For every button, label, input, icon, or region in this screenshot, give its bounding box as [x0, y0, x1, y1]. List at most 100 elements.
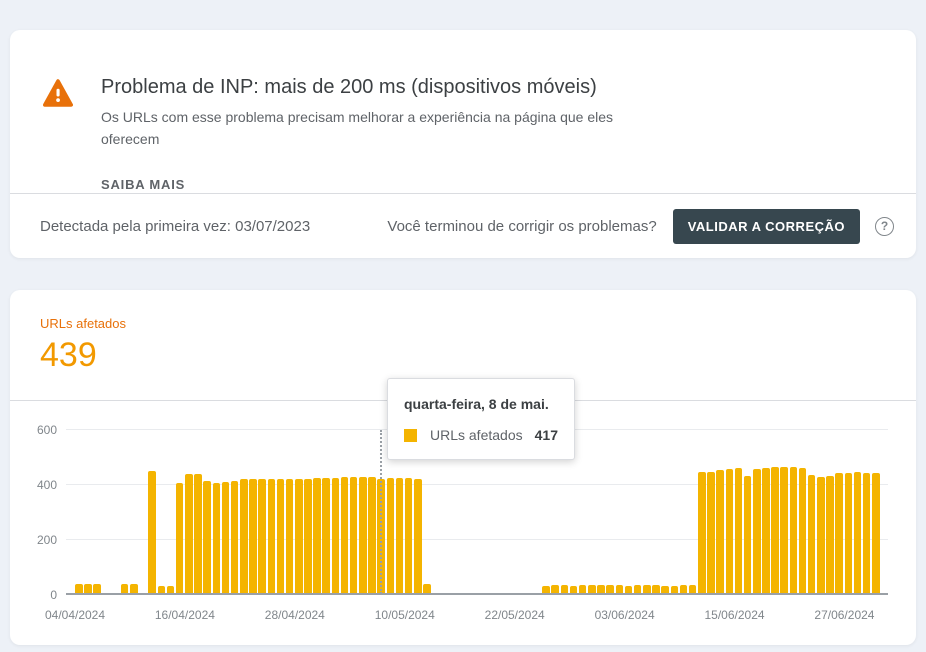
bar[interactable]: [340, 477, 349, 594]
bar[interactable]: [826, 475, 834, 594]
x-axis-tick-label: 27/06/2024: [814, 608, 875, 622]
bar[interactable]: [578, 585, 587, 594]
bar[interactable]: [322, 477, 330, 594]
bar[interactable]: [267, 479, 276, 594]
warning-icon: [43, 79, 73, 107]
bar[interactable]: [624, 585, 633, 594]
x-axis-tick-label: 04/04/2024: [44, 608, 106, 622]
bar[interactable]: [569, 585, 578, 594]
bar[interactable]: [862, 473, 871, 594]
bar[interactable]: [249, 479, 257, 594]
bar[interactable]: [661, 585, 669, 594]
bar[interactable]: [203, 481, 211, 594]
bar[interactable]: [615, 585, 624, 594]
bar[interactable]: [130, 584, 138, 594]
tooltip-row: URLs afetados 417: [404, 427, 558, 443]
bar[interactable]: [258, 479, 266, 594]
bar[interactable]: [423, 584, 431, 594]
bar[interactable]: [817, 476, 825, 594]
x-axis-tick-label: 16/04/2024: [154, 608, 215, 622]
bar[interactable]: [753, 469, 761, 594]
tooltip-date: quarta-feira, 8 de mai.: [404, 396, 549, 412]
metric-header: URLs afetados 439: [40, 316, 126, 372]
validation-question: Você terminou de corrigir os problemas?: [387, 217, 657, 235]
bar[interactable]: [743, 476, 752, 594]
bar[interactable]: [780, 466, 788, 594]
bar[interactable]: [725, 468, 734, 594]
card-divider: [10, 193, 916, 194]
tooltip-series-label: URLs afetados: [430, 427, 523, 443]
validate-group: Você terminou de corrigir os problemas? …: [387, 208, 894, 244]
bar[interactable]: [798, 467, 807, 594]
issue-alert-card: Problema de INP: mais de 200 ms (disposi…: [10, 30, 916, 258]
learn-more-link[interactable]: SAIBA MAIS: [101, 177, 186, 192]
bar[interactable]: [185, 474, 193, 594]
bar[interactable]: [560, 585, 569, 594]
bar[interactable]: [414, 478, 422, 594]
y-axis-tick-label: 0: [50, 588, 57, 602]
bar[interactable]: [75, 584, 83, 594]
bar[interactable]: [230, 480, 239, 594]
bar[interactable]: [359, 477, 367, 594]
affected-urls-chart[interactable]: 0 200 400 600 04/04/2024 16/04/2024 28/04/2024…: [37, 423, 888, 622]
x-axis-tick-label: 03/06/2024: [594, 608, 655, 622]
issue-title: Problema de INP: mais de 200 ms (disposi…: [101, 76, 597, 98]
bar[interactable]: [551, 585, 559, 594]
bar[interactable]: [166, 585, 175, 594]
bar[interactable]: [368, 476, 376, 594]
bar[interactable]: [221, 482, 230, 594]
bar[interactable]: [643, 585, 651, 594]
bar[interactable]: [762, 467, 770, 594]
bar[interactable]: [633, 584, 642, 594]
bar[interactable]: [295, 478, 303, 594]
bar[interactable]: [588, 585, 596, 594]
bar[interactable]: [679, 585, 688, 594]
bar[interactable]: [688, 585, 697, 594]
bar[interactable]: [734, 468, 743, 594]
bar[interactable]: [835, 473, 843, 594]
bar[interactable]: [844, 473, 853, 594]
bar[interactable]: [194, 474, 202, 594]
metric-label: URLs afetados: [40, 316, 126, 331]
bar[interactable]: [148, 471, 156, 594]
bar[interactable]: [771, 466, 779, 594]
validate-fix-button[interactable]: VALIDAR A CORREÇÃO: [672, 208, 860, 244]
bar[interactable]: [240, 479, 248, 594]
chart-tooltip: quarta-feira, 8 de mai. URLs afetados 41…: [387, 378, 575, 460]
bar[interactable]: [789, 466, 798, 594]
bar[interactable]: [212, 483, 221, 594]
bar[interactable]: [285, 479, 294, 594]
bar[interactable]: [853, 472, 862, 594]
bar[interactable]: [93, 584, 101, 594]
bar[interactable]: [175, 483, 184, 594]
bar[interactable]: [331, 477, 340, 594]
bar[interactable]: [597, 584, 605, 594]
bar[interactable]: [698, 471, 706, 594]
y-axis-tick-label: 200: [36, 533, 57, 547]
bar[interactable]: [404, 478, 413, 594]
gridline: [66, 484, 888, 485]
bar[interactable]: [670, 585, 679, 594]
x-axis-tick-label: 22/05/2024: [484, 608, 545, 622]
bar[interactable]: [872, 473, 880, 594]
bar[interactable]: [349, 477, 358, 594]
bar[interactable]: [120, 584, 129, 594]
bar[interactable]: [84, 584, 92, 594]
bar[interactable]: [386, 477, 395, 594]
bar[interactable]: [652, 585, 660, 594]
metric-value: 439: [40, 336, 97, 374]
bar[interactable]: [716, 470, 724, 594]
bar[interactable]: [276, 479, 285, 594]
x-axis-line: [66, 593, 888, 595]
bar[interactable]: [157, 585, 166, 594]
bar[interactable]: [395, 477, 404, 594]
help-icon[interactable]: ?: [875, 216, 894, 236]
x-axis-tick-label: 10/05/2024: [374, 608, 435, 622]
bar[interactable]: [606, 584, 614, 594]
first-detected-text: Detectada pela primeira vez: 03/07/2023: [40, 217, 311, 235]
bar[interactable]: [542, 585, 550, 594]
bar[interactable]: [313, 478, 321, 594]
bar[interactable]: [707, 472, 715, 594]
bar[interactable]: [807, 475, 816, 594]
bar[interactable]: [304, 478, 312, 594]
